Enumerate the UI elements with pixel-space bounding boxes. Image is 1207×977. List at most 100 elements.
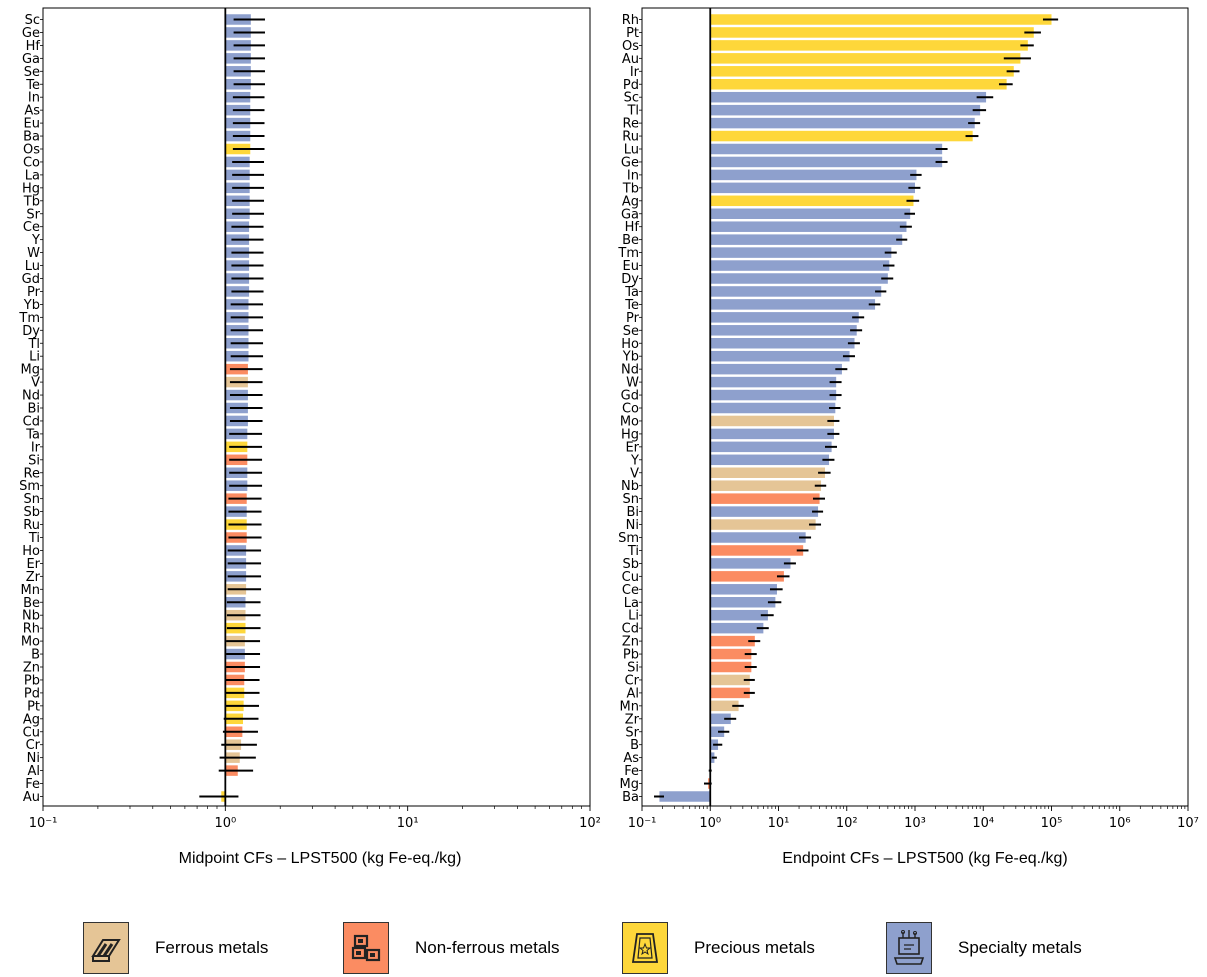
legend-ferrous: Ferrous metals [83,922,268,974]
endpoint-bar-Sn [710,493,820,504]
endpoint-bar-Zr [710,713,731,725]
endpoint-bar-Ir [710,66,1014,77]
endpoint-category-label-Ti: Ti [627,544,639,559]
endpoint-bar-Au [710,53,1021,64]
endpoint-category-label-As: As [623,751,639,766]
endpoint-bar-Ni [710,519,816,530]
endpoint-bar-Pb [710,648,752,660]
midpoint-category-label-Ho: Ho [22,544,40,559]
endpoint-category-label-In: In [627,168,639,183]
midpoint-category-label-Te: Te [25,78,40,93]
endpoint-bar-Cu [710,571,784,582]
endpoint-category-label-Os: Os [622,39,639,54]
endpoint-category-label-Er: Er [625,440,639,455]
midpoint-category-label-Cd: Cd [23,414,40,429]
midpoint-category-label-Sc: Sc [25,13,40,28]
midpoint-category-label-Mn: Mn [21,583,40,598]
non-ferrous-ingots-icon [343,922,389,974]
endpoint-bar-Hg [710,428,834,440]
endpoint-bar-Ge [710,156,943,168]
endpoint-category-label-Ta: Ta [624,285,639,300]
endpoint-category-label-Nb: Nb [621,479,639,494]
endpoint-bar-V [710,467,825,478]
endpoint-category-label-Yb: Yb [622,350,639,365]
midpoint-category-label-Si: Si [28,453,40,468]
endpoint-category-label-Pt: Pt [626,26,639,41]
midpoint-category-label-Se: Se [24,65,40,80]
endpoint-category-label-Nd: Nd [621,363,639,378]
endpoint-bar-W [710,376,837,388]
midpoint-category-label-Ga: Ga [22,52,40,67]
midpoint-category-label-Bi: Bi [27,402,40,417]
legend-label: Ferrous metals [155,938,269,957]
endpoint-bar-Sc [710,91,987,103]
midpoint-category-label-Mo: Mo [21,635,40,650]
endpoint-category-label-Cr: Cr [625,673,640,688]
midpoint-category-label-Co: Co [23,155,40,170]
midpoint-category-label-Tm: Tm [18,311,40,326]
midpoint-category-label-Zr: Zr [26,570,41,585]
endpoint-bar-Te [710,299,876,310]
midpoint-category-label-Rh: Rh [23,622,40,637]
midpoint-category-label-Ni: Ni [27,751,40,766]
midpoint-category-label-Tb: Tb [23,194,40,209]
midpoint-category-label-As: As [24,104,40,119]
endpoint-bar-Si [710,661,752,673]
endpoint-bar-Ho [710,338,855,349]
endpoint-category-label-Ge: Ge [621,155,639,170]
endpoint-category-label-La: La [624,596,639,611]
endpoint-bar-Bi [710,506,819,517]
midpoint-category-label-Ru: Ru [23,518,40,533]
midpoint-category-label-Sb: Sb [23,505,40,520]
endpoint-bar-Ag [710,195,914,207]
endpoint-bar-Tb [710,182,915,194]
legend-label: Specialty metals [958,938,1082,957]
endpoint-bar-Ga [710,208,911,219]
charts-canvas: ScGeHfGaSeTeInAsEuBaOsCoLaHgTbSrCeYWLuGd… [18,7,1199,831]
endpoint-category-label-Tm: Tm [617,246,639,261]
endpoint-bar-Dy [710,273,888,284]
endpoint-bar-Ru [710,130,973,142]
endpoint-category-label-Pd: Pd [623,78,639,93]
midpoint-category-label-Al: Al [27,764,40,779]
endpoint-bar-Pd [710,79,1007,90]
endpoint-category-label-B: B [630,738,639,753]
endpoint-bar-Sr [710,726,725,737]
midpoint-category-label-Os: Os [23,143,40,158]
midpoint-category-label-Y: Y [31,233,40,248]
midpoint-category-label-Yb: Yb [23,298,40,313]
legend-non-ferrous: Non-ferrous metals [343,922,560,974]
endpoint-bar-Y [710,454,830,466]
endpoint-bar-Co [710,402,836,414]
midpoint-category-label-Li: Li [29,350,40,365]
endpoint-bar-Yb [710,350,850,362]
endpoint-category-label-Ir: Ir [630,65,640,80]
ferrous-beams-icon [83,922,129,974]
endpoint-category-label-Sr: Sr [625,725,639,740]
legend-label: Non-ferrous metals [415,938,560,957]
midpoint-category-label-Hf: Hf [26,39,41,54]
midpoint-category-label-Mg: Mg [21,363,40,378]
endpoint-category-label-Se: Se [623,324,639,339]
endpoint-category-label-Re: Re [623,117,639,132]
midpoint-category-label-Ta: Ta [25,427,40,442]
endpoint-bar-Cr [710,674,750,686]
endpoint-bar-Sm [710,532,806,543]
endpoint-bar-Lu [710,143,943,155]
endpoint-category-label-Fe: Fe [624,764,639,779]
endpoint-category-label-Sn: Sn [623,492,640,507]
legend-label: Precious metals [694,938,815,957]
specialty-chip-icon [886,922,932,974]
endpoint-category-label-Ag: Ag [622,194,639,209]
endpoint-category-label-Si: Si [627,661,639,676]
endpoint-category-label-Sc: Sc [624,91,639,106]
endpoint-category-label-Tb: Tb [622,181,639,196]
midpoint-category-label-Ba: Ba [23,130,40,145]
midpoint-category-label-Cu: Cu [23,725,40,740]
endpoint-category-label-Ni: Ni [626,518,639,533]
endpoint-category-label-Li: Li [628,609,639,624]
midpoint-category-label-Pb: Pb [24,673,40,688]
midpoint-category-label-Re: Re [24,466,40,481]
midpoint-xtick-label: 10⁻¹ [29,816,58,831]
endpoint-category-label-Be: Be [622,233,639,248]
